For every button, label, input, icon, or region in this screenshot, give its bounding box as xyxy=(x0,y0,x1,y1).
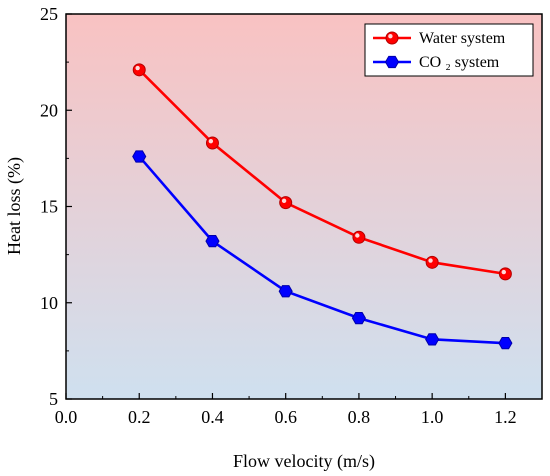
x-tick-label: 1.0 xyxy=(421,407,444,427)
series-line xyxy=(138,68,506,276)
point-marker xyxy=(498,267,512,281)
data-point xyxy=(352,230,366,244)
x-tick-label: 0.6 xyxy=(274,407,297,427)
data-point xyxy=(351,312,366,325)
legend-label: Water system xyxy=(419,30,506,47)
data-point xyxy=(132,63,146,77)
x-tick-label: 0.0 xyxy=(55,407,78,427)
legend-label: CO ₂ system xyxy=(419,54,500,71)
data-point xyxy=(384,55,400,69)
point-highlight xyxy=(208,138,214,144)
plot-background xyxy=(66,14,542,399)
point-marker xyxy=(132,63,146,77)
point-marker xyxy=(205,136,219,150)
data-point xyxy=(278,285,293,298)
point-marker xyxy=(352,230,366,244)
x-tick-label: 0.4 xyxy=(201,407,224,427)
point-highlight xyxy=(388,34,393,39)
data-point xyxy=(425,255,439,269)
legend: Water system CO ₂ system xyxy=(364,23,534,77)
series-1 xyxy=(132,63,512,281)
point-highlight xyxy=(428,258,433,263)
y-axis-title: Heat loss (%) xyxy=(4,157,25,255)
series-line xyxy=(138,155,506,345)
data-point xyxy=(425,333,440,346)
x-tick-label: 0.8 xyxy=(348,407,371,427)
data-point xyxy=(205,136,219,150)
y-tick-label: 20 xyxy=(40,100,58,120)
y-tick-label: 15 xyxy=(40,197,58,217)
data-point xyxy=(205,235,220,248)
data-point xyxy=(132,150,147,163)
x-tick-label: 0.2 xyxy=(128,407,151,427)
point-highlight xyxy=(135,65,140,71)
x-tick-label: 1.2 xyxy=(494,407,517,427)
data-point xyxy=(498,337,513,350)
point-marker xyxy=(279,196,293,210)
y-tick-label: 5 xyxy=(49,389,58,409)
point-marker xyxy=(385,31,399,45)
series-2 xyxy=(132,150,513,350)
y-tick-label: 10 xyxy=(40,293,58,313)
point-highlight xyxy=(501,269,506,275)
y-tick-label: 25 xyxy=(40,4,58,24)
point-highlight xyxy=(355,233,360,238)
data-point xyxy=(385,31,399,45)
point-marker xyxy=(425,255,439,269)
data-point xyxy=(279,196,293,210)
point-highlight xyxy=(281,198,287,204)
x-axis-title: Flow velocity (m/s) xyxy=(233,451,375,472)
data-point xyxy=(498,267,512,281)
